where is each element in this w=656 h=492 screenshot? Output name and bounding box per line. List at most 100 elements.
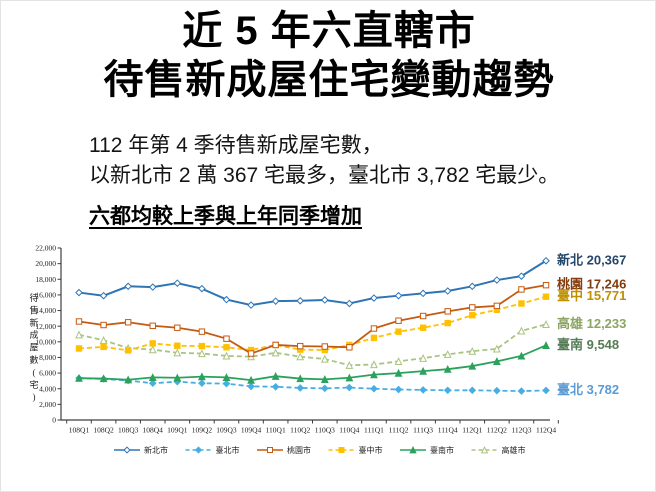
marker-square-open — [272, 341, 279, 349]
marker-square-filled — [542, 293, 550, 300]
marker-square-open — [419, 312, 427, 320]
marker-diamond-filled — [222, 379, 231, 388]
y-tick-label: 14,000 — [35, 306, 56, 315]
x-tick-label: 112Q3 — [511, 426, 531, 435]
marker-triangle-open — [468, 346, 477, 355]
series-end-label-桃園市: 桃園 17,246 — [557, 277, 626, 292]
marker-square-filled — [100, 343, 107, 351]
subtitle-line1: 112 年第 4 季待售新成屋宅數， — [89, 134, 383, 157]
marker-square-open — [100, 321, 107, 329]
x-tick-label: 110Q3 — [315, 426, 335, 435]
x-tick-label: 108Q4 — [143, 426, 164, 435]
marker-triangle-filled — [517, 351, 526, 360]
marker-triangle-filled — [419, 366, 428, 375]
x-tick-label: 109Q4 — [241, 426, 262, 435]
marker-triangle-filled — [75, 373, 83, 382]
x-tick-label: 111Q3 — [413, 426, 433, 435]
marker-diamond-open — [370, 294, 378, 302]
marker-diamond-open — [124, 282, 132, 291]
y-axis-title-char: 新 — [29, 317, 38, 328]
y-axis-title-char: ) — [33, 392, 36, 402]
marker-square-filled — [149, 340, 156, 347]
marker-diamond-open — [345, 299, 354, 308]
marker-triangle-open — [320, 354, 329, 363]
marker-triangle-open — [542, 320, 550, 328]
marker-square-open — [321, 343, 329, 350]
series-end-label-臺北市: 臺北 3,782 — [557, 382, 619, 397]
marker-square-open — [493, 302, 501, 310]
marker-triangle-open — [173, 348, 182, 357]
legend-label-臺中市: 臺中市 — [359, 445, 383, 455]
series-line-臺中市 — [78, 295, 547, 352]
marker-triangle-filled — [443, 364, 452, 373]
marker-square-open — [395, 317, 402, 324]
marker-diamond-open — [443, 287, 452, 295]
x-tick-label: 110Q2 — [290, 426, 310, 435]
x-tick-label: 109Q3 — [216, 426, 237, 435]
series-line-高雄市 — [78, 323, 547, 367]
marker-square-filled — [518, 300, 525, 307]
marker-triangle-open — [222, 351, 231, 360]
marker-triangle-open — [480, 445, 489, 454]
marker-diamond-open — [394, 291, 403, 300]
y-tick-label: 22,000 — [35, 244, 56, 253]
marker-diamond-open — [542, 256, 550, 265]
x-tick-label: 109Q1 — [167, 426, 188, 435]
marker-diamond-open — [296, 296, 305, 305]
series-line-新北市 — [78, 259, 547, 307]
marker-triangle-filled — [124, 375, 133, 384]
marker-triangle-filled — [409, 445, 417, 454]
marker-square-open — [518, 286, 525, 293]
marker-triangle-filled — [345, 373, 354, 382]
marker-triangle-filled — [542, 341, 550, 349]
marker-square-open — [542, 281, 550, 289]
page-title: 近 5 年六直轄市 待售新成屋住宅變動趨勢 — [1, 7, 655, 105]
marker-diamond-open — [468, 282, 477, 291]
marker-square-open — [75, 318, 83, 325]
marker-square-open — [149, 322, 156, 329]
series-line-臺南市 — [78, 344, 547, 382]
series-end-label-新北市: 新北 20,367 — [557, 252, 626, 267]
marker-triangle-open — [419, 354, 428, 362]
marker-triangle-open — [148, 345, 157, 354]
page-title-line1: 近 5 年六直轄市 — [182, 9, 476, 53]
x-tick-label: 112Q1 — [462, 426, 482, 435]
marker-diamond-filled — [394, 385, 403, 394]
y-tick-label: 18,000 — [35, 275, 56, 284]
marker-triangle-filled — [148, 373, 157, 381]
y-tick-label: 16,000 — [35, 291, 56, 300]
y-axis-title-char: 成 — [29, 329, 38, 340]
marker-diamond-open — [247, 301, 255, 309]
marker-diamond-filled — [198, 379, 206, 388]
marker-triangle-filled — [271, 371, 280, 380]
marker-diamond-filled — [345, 383, 354, 392]
marker-triangle-open — [394, 357, 403, 365]
marker-triangle-filled — [173, 373, 182, 382]
x-tick-label: 110Q1 — [266, 426, 286, 435]
marker-triangle-filled — [370, 370, 378, 379]
marker-square-filled — [223, 344, 230, 351]
x-tick-label: 112Q4 — [536, 426, 556, 435]
marker-square-open — [247, 350, 255, 357]
marker-diamond-filled — [443, 386, 452, 395]
marker-square-filled — [124, 347, 132, 354]
marker-diamond-filled — [247, 382, 255, 391]
x-tick-label: 108Q1 — [69, 426, 90, 435]
x-tick-label: 108Q2 — [93, 426, 114, 435]
x-tick-label: 110Q4 — [339, 426, 359, 435]
y-tick-label: 6,000 — [39, 369, 56, 378]
marker-square-open — [469, 304, 476, 311]
y-tick-label: 0 — [52, 416, 56, 425]
marker-diamond-open — [320, 296, 329, 304]
marker-triangle-open — [517, 326, 526, 335]
legend-label-高雄市: 高雄市 — [502, 445, 526, 455]
marker-triangle-open — [99, 336, 108, 344]
marker-square-open — [124, 319, 132, 326]
y-tick-label: 2,000 — [39, 400, 56, 409]
y-tick-label: 8,000 — [39, 353, 56, 362]
axes — [60, 248, 550, 421]
marker-triangle-filled — [99, 374, 108, 383]
marker-diamond-open — [517, 272, 526, 280]
marker-triangle-open — [370, 360, 378, 369]
